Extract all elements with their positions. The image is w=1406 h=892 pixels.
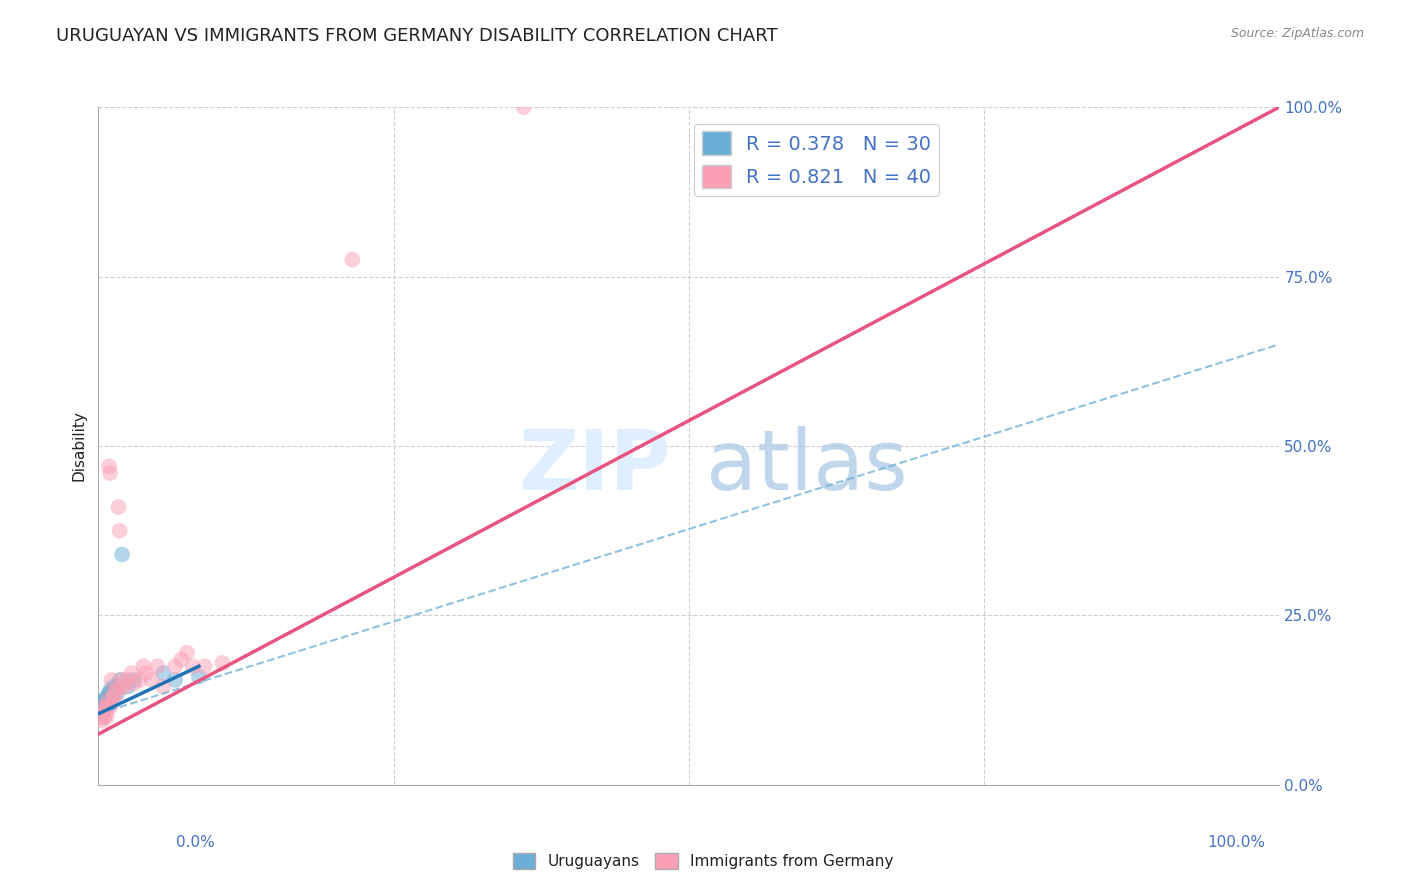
Text: URUGUAYAN VS IMMIGRANTS FROM GERMANY DISABILITY CORRELATION CHART: URUGUAYAN VS IMMIGRANTS FROM GERMANY DIS… bbox=[56, 27, 778, 45]
Point bbox=[98, 686, 121, 700]
Point bbox=[112, 680, 135, 694]
Point bbox=[91, 700, 114, 714]
Point bbox=[97, 700, 120, 714]
Point bbox=[94, 700, 117, 714]
Point bbox=[111, 548, 134, 562]
Point bbox=[165, 673, 187, 687]
Point bbox=[165, 659, 187, 673]
Point bbox=[101, 693, 124, 707]
Point bbox=[512, 100, 534, 114]
Legend: R = 0.378   N = 30, R = 0.821   N = 40: R = 0.378 N = 30, R = 0.821 N = 40 bbox=[693, 123, 939, 196]
Point bbox=[91, 714, 114, 728]
Point bbox=[108, 524, 131, 538]
Point bbox=[98, 700, 121, 714]
Point bbox=[98, 693, 121, 707]
Point bbox=[146, 659, 169, 673]
Point bbox=[122, 673, 145, 687]
Point bbox=[152, 680, 174, 694]
Point bbox=[170, 652, 193, 666]
Point bbox=[152, 666, 174, 681]
Point bbox=[94, 693, 117, 707]
Point bbox=[94, 706, 117, 721]
Point bbox=[98, 683, 121, 698]
Point bbox=[91, 700, 114, 714]
Text: 100.0%: 100.0% bbox=[1208, 836, 1265, 850]
Point bbox=[181, 659, 204, 673]
Point bbox=[141, 673, 163, 687]
Point bbox=[176, 646, 198, 660]
Text: atlas: atlas bbox=[706, 425, 908, 507]
Point bbox=[97, 690, 120, 704]
Point bbox=[132, 659, 155, 673]
Point bbox=[98, 459, 121, 474]
Point bbox=[128, 673, 150, 687]
Point bbox=[105, 686, 128, 700]
Point bbox=[97, 693, 120, 707]
Point bbox=[122, 676, 145, 690]
Y-axis label: Disability: Disability bbox=[72, 410, 87, 482]
Point bbox=[98, 466, 121, 480]
Point bbox=[97, 697, 120, 711]
Point bbox=[103, 683, 125, 698]
Point bbox=[121, 666, 143, 681]
Point bbox=[93, 693, 115, 707]
Point bbox=[101, 686, 124, 700]
Point bbox=[104, 690, 127, 704]
Point bbox=[93, 697, 115, 711]
Point bbox=[108, 673, 131, 687]
Point bbox=[135, 666, 157, 681]
Point bbox=[187, 669, 209, 683]
Point bbox=[211, 656, 233, 670]
Point bbox=[194, 659, 217, 673]
Point bbox=[342, 252, 364, 267]
Point bbox=[96, 690, 118, 704]
Point bbox=[111, 680, 134, 694]
Point bbox=[96, 710, 118, 724]
Point bbox=[98, 690, 121, 704]
Text: Source: ZipAtlas.com: Source: ZipAtlas.com bbox=[1230, 27, 1364, 40]
Point bbox=[90, 706, 112, 721]
Point bbox=[93, 700, 115, 714]
Point bbox=[91, 706, 114, 721]
Point bbox=[105, 683, 128, 698]
Point bbox=[93, 700, 115, 714]
Legend: Uruguayans, Immigrants from Germany: Uruguayans, Immigrants from Germany bbox=[506, 847, 900, 875]
Point bbox=[101, 680, 124, 694]
Point bbox=[107, 500, 129, 514]
Point bbox=[111, 673, 134, 687]
Point bbox=[91, 697, 114, 711]
Point bbox=[96, 697, 118, 711]
Point bbox=[93, 710, 115, 724]
Point bbox=[117, 673, 139, 687]
Point bbox=[117, 680, 139, 694]
Text: ZIP: ZIP bbox=[519, 425, 671, 507]
Point bbox=[91, 703, 114, 717]
Text: 0.0%: 0.0% bbox=[176, 836, 215, 850]
Point bbox=[94, 700, 117, 714]
Point bbox=[105, 680, 128, 694]
Point bbox=[100, 673, 122, 687]
Point bbox=[90, 710, 112, 724]
Point bbox=[103, 686, 125, 700]
